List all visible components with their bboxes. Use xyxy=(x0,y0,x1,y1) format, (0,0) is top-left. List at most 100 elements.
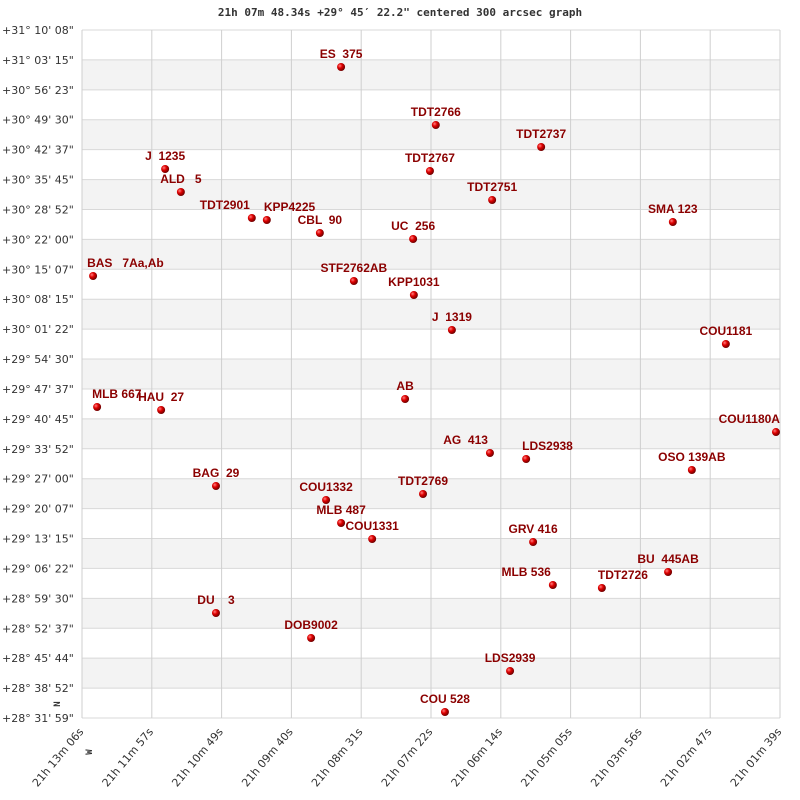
star-marker[interactable] xyxy=(529,538,538,547)
star-marker[interactable] xyxy=(664,568,673,577)
star-marker[interactable] xyxy=(771,428,780,437)
star-point[interactable]: LDS2939 xyxy=(485,651,536,676)
y-tick-label: +28° 45' 44" xyxy=(2,652,74,665)
star-point[interactable]: KPP1031 xyxy=(388,275,440,300)
x-tick-label: 21h 02m 47s xyxy=(658,725,715,789)
star-point[interactable]: COU1331 xyxy=(345,519,399,544)
star-point[interactable]: DU 3 xyxy=(197,593,235,618)
star-point[interactable]: J 1319 xyxy=(432,310,472,335)
star-marker[interactable] xyxy=(176,188,185,197)
x-tick-label: 21h 11m 57s xyxy=(100,725,157,789)
star-point[interactable]: UC 256 xyxy=(391,219,435,243)
star-marker[interactable] xyxy=(307,634,316,643)
star-label: COU1331 xyxy=(345,519,399,533)
star-point[interactable]: TDT2769 xyxy=(398,474,448,499)
star-point[interactable]: DOB9002 xyxy=(284,618,338,643)
star-point[interactable]: OSO 139AB xyxy=(658,450,726,474)
star-label: BAG 29 xyxy=(193,466,240,480)
star-label: COU1181 xyxy=(700,324,753,338)
star-marker[interactable] xyxy=(537,143,546,152)
star-label: BU 445AB xyxy=(637,552,699,566)
star-point[interactable]: TDT2766 xyxy=(411,105,461,130)
x-tick-label: 21h 10m 49s xyxy=(169,725,226,789)
star-marker[interactable] xyxy=(431,121,440,130)
star-label: ES 375 xyxy=(320,47,363,61)
star-marker[interactable] xyxy=(668,218,677,227)
star-marker[interactable] xyxy=(687,465,696,474)
star-point[interactable]: HAU 27 xyxy=(138,390,184,415)
star-point[interactable]: TDT2901 xyxy=(200,198,256,223)
star-label: AB xyxy=(396,379,414,393)
star-marker[interactable] xyxy=(401,394,410,403)
x-tick-label: 21h 07m 22s xyxy=(379,725,436,789)
star-marker[interactable] xyxy=(349,276,358,285)
star-marker[interactable] xyxy=(488,195,497,204)
star-label: COU1180A xyxy=(719,412,781,426)
star-point[interactable]: COU1332 xyxy=(299,480,353,505)
star-point[interactable]: MLB 536 xyxy=(501,565,557,590)
star-label: HAU 27 xyxy=(138,390,184,404)
star-label: MLB 487 xyxy=(316,503,366,517)
star-point[interactable]: ALD 5 xyxy=(160,172,202,197)
y-tick-label: +31° 03' 15" xyxy=(2,54,74,67)
star-point[interactable]: STF2762AB xyxy=(321,261,388,285)
star-point[interactable]: GRV 416 xyxy=(509,522,558,547)
star-marker[interactable] xyxy=(485,449,494,458)
star-point[interactable]: MLB 487 xyxy=(316,503,366,528)
star-point[interactable]: AB xyxy=(396,379,414,403)
star-point[interactable]: ES 375 xyxy=(320,47,363,72)
star-marker[interactable] xyxy=(597,584,606,593)
star-marker[interactable] xyxy=(337,63,346,72)
star-label: STF2762AB xyxy=(321,261,388,275)
star-point[interactable]: TDT2767 xyxy=(405,151,455,175)
star-point[interactable]: BAS 7Aa,Ab xyxy=(87,256,164,281)
star-point[interactable]: SMA 123 xyxy=(648,202,698,227)
star-marker[interactable] xyxy=(93,403,102,412)
star-marker[interactable] xyxy=(368,535,377,544)
star-marker[interactable] xyxy=(522,455,531,464)
star-marker[interactable] xyxy=(447,326,456,335)
star-label: GRV 416 xyxy=(509,522,558,536)
star-label: UC 256 xyxy=(391,219,435,233)
star-marker[interactable] xyxy=(161,165,170,174)
star-point[interactable]: J 1235 xyxy=(145,149,185,174)
star-marker[interactable] xyxy=(440,708,449,717)
star-point[interactable]: COU1180A xyxy=(719,412,781,437)
star-marker[interactable] xyxy=(211,481,220,490)
star-marker[interactable] xyxy=(425,166,434,175)
star-marker[interactable] xyxy=(337,519,346,528)
star-marker[interactable] xyxy=(409,234,418,243)
star-point[interactable]: AG 413 xyxy=(443,433,494,458)
star-point[interactable]: TDT2737 xyxy=(516,127,566,152)
star-label: ALD 5 xyxy=(160,172,202,186)
star-point[interactable]: BU 445AB xyxy=(637,552,699,577)
y-tick-label: +29° 20' 07" xyxy=(2,503,74,516)
star-point[interactable]: BAG 29 xyxy=(193,466,240,490)
star-point[interactable]: LDS2938 xyxy=(522,439,573,464)
star-point[interactable]: KPP4225 xyxy=(262,200,316,224)
star-point[interactable]: COU 528 xyxy=(420,692,470,717)
y-tick-label: +30° 01' 22" xyxy=(2,323,74,336)
star-marker[interactable] xyxy=(315,228,324,237)
star-marker[interactable] xyxy=(721,340,730,349)
star-marker[interactable] xyxy=(157,406,166,415)
star-label: DOB9002 xyxy=(284,618,338,632)
star-marker[interactable] xyxy=(211,609,220,618)
star-point[interactable]: COU1181 xyxy=(700,324,753,349)
star-marker[interactable] xyxy=(548,581,557,590)
star-marker[interactable] xyxy=(419,490,428,499)
compass-west: W xyxy=(85,749,95,755)
star-point[interactable]: TDT2751 xyxy=(467,180,517,204)
star-marker[interactable] xyxy=(409,291,418,300)
chart-title: 21h 07m 48.34s +29° 45′ 22.2" centered 3… xyxy=(217,6,583,19)
y-tick-label: +30° 15' 07" xyxy=(2,263,74,276)
star-marker[interactable] xyxy=(322,496,331,505)
star-marker[interactable] xyxy=(506,667,515,676)
star-marker[interactable] xyxy=(262,215,271,224)
star-marker[interactable] xyxy=(89,272,98,281)
star-label: COU1332 xyxy=(299,480,353,494)
star-marker[interactable] xyxy=(247,214,256,223)
star-point[interactable]: TDT2726 xyxy=(597,568,648,593)
star-point[interactable]: MLB 667 xyxy=(92,387,142,412)
star-point[interactable]: CBL 90 xyxy=(298,213,343,237)
